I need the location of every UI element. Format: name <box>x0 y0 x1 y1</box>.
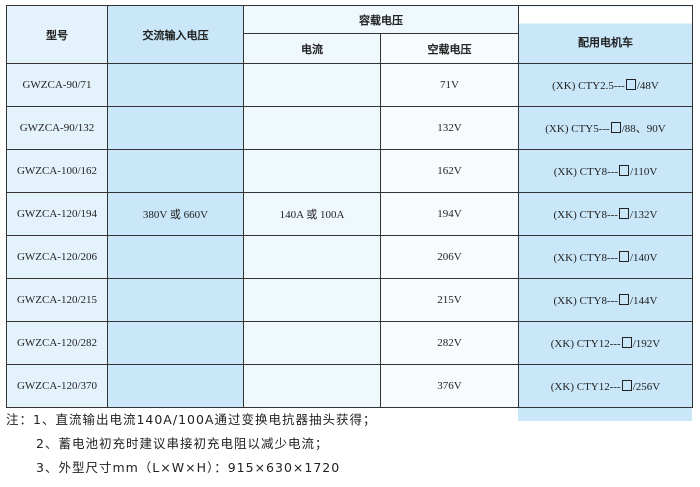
cell-model: GWZCA-120/194 <box>6 192 108 236</box>
vehicle-prefix: (XK) CTY8--- <box>553 294 618 307</box>
cell-ac-input: 380V 或 660V <box>107 192 244 236</box>
vehicle-suffix: /48V <box>636 79 659 92</box>
vehicle-suffix: /256V <box>632 380 661 393</box>
placeholder-box-icon <box>619 164 630 176</box>
cell-vehicle: (XK) CTY12--- /256V <box>518 364 693 408</box>
cell-model: GWZCA-120/370 <box>6 364 108 408</box>
vehicle-suffix: /110V <box>630 165 658 178</box>
cell-model: GWZCA-120/215 <box>6 278 108 322</box>
vehicle-prefix: (XK) CTY8--- <box>553 165 619 178</box>
vehicle-suffix: /192V <box>632 337 661 350</box>
cell-current <box>243 364 381 408</box>
cell-ac-input <box>107 278 244 322</box>
cell-ac-input <box>107 321 244 365</box>
vehicle-suffix: /144V <box>629 294 658 307</box>
cell-ac-input <box>107 149 244 193</box>
placeholder-box-icon <box>625 78 636 90</box>
vehicle-prefix: (XK) CTY8--- <box>553 251 618 264</box>
vehicle-prefix: (XK) CTY8--- <box>553 208 618 221</box>
cell-ac-input <box>107 235 244 279</box>
cell-ac-input <box>107 63 244 107</box>
header-ac-input: 交流输入电压 <box>107 5 244 64</box>
spec-table: 型号 交流输入电压 容载电压 配用电机车 电流 空载电压 GWZCA-90/71… <box>6 5 693 408</box>
cell-no-load-voltage: 376V <box>380 364 519 408</box>
cell-current <box>243 321 381 365</box>
table-row: GWZCA-120/215 215V (XK) CTY8--- /144V <box>6 278 693 322</box>
cell-vehicle: (XK) CTY5--- /88、90V <box>518 106 693 150</box>
cell-current <box>243 149 381 193</box>
cell-model: GWZCA-90/71 <box>6 63 108 107</box>
table-row: GWZCA-90/71 71V (XK) CTY2.5--- /48V <box>6 63 693 107</box>
header-load-voltage: 容载电压 <box>243 5 519 34</box>
cell-current <box>243 278 381 322</box>
cell-no-load-voltage: 206V <box>380 235 519 279</box>
header-model: 型号 <box>6 5 108 64</box>
cell-model: GWZCA-120/282 <box>6 321 108 365</box>
cell-vehicle: (XK) CTY8--- /140V <box>518 235 693 279</box>
vehicle-suffix: /132V <box>629 208 658 221</box>
placeholder-box-icon <box>618 250 629 262</box>
cell-no-load-voltage: 215V <box>380 278 519 322</box>
placeholder-box-icon <box>610 122 621 133</box>
cell-vehicle: (XK) CTY8--- /144V <box>518 278 693 322</box>
cell-current: 140A 或 100A <box>243 192 381 236</box>
table-row: GWZCA-120/370 376V (XK) CTY12--- /256V <box>6 364 693 408</box>
cell-no-load-voltage: 71V <box>380 63 519 107</box>
placeholder-box-icon <box>621 379 632 391</box>
cell-no-load-voltage: 194V <box>380 192 519 236</box>
note-2: 2、蓄电池初充时建议串接初充电阻以减少电流； <box>36 436 329 451</box>
placeholder-box-icon <box>618 293 629 305</box>
cell-model: GWZCA-100/162 <box>6 149 108 193</box>
cell-current <box>243 235 381 279</box>
vehicle-prefix: (XK) CTY12--- <box>550 380 621 393</box>
placeholder-box-icon <box>618 207 629 219</box>
vehicle-suffix: /88、90V <box>621 123 666 135</box>
cell-current <box>243 63 381 107</box>
header-vehicle: 配用电机车 <box>518 5 693 64</box>
note-3: 3、外型尺寸mm（L×W×H）：915×630×1720 <box>36 460 341 475</box>
header-no-load-voltage: 空载电压 <box>380 33 519 64</box>
cell-ac-input <box>107 106 244 150</box>
header-vehicle-label: 配用电机车 <box>578 36 633 49</box>
note-1: 注：1、直流输出电流140A/100A通过变换电抗器抽头获得； <box>6 412 377 427</box>
cell-vehicle: (XK) CTY8--- /110V <box>518 149 693 193</box>
table-row: GWZCA-90/132 132V (XK) CTY5--- /88、90V <box>6 106 693 150</box>
header-current: 电流 <box>243 33 381 64</box>
decorative-blue-strip <box>518 405 692 421</box>
cell-no-load-voltage: 282V <box>380 321 519 365</box>
table-row: GWZCA-120/194 380V 或 660V 140A 或 100A 194V(… <box>6 192 693 236</box>
cell-no-load-voltage: 132V <box>380 106 519 150</box>
cell-model: GWZCA-90/132 <box>6 106 108 150</box>
cell-ac-input <box>107 364 244 408</box>
vehicle-prefix: (XK) CTY5--- <box>545 123 610 135</box>
table-row: GWZCA-120/206 206V (XK) CTY8--- /140V <box>6 235 693 279</box>
placeholder-box-icon <box>621 336 632 348</box>
cell-vehicle: (XK) CTY8--- /132V <box>518 192 693 236</box>
cell-vehicle: (XK) CTY12--- /192V <box>518 321 693 365</box>
cell-no-load-voltage: 162V <box>380 149 519 193</box>
notes: 注：1、直流输出电流140A/100A通过变换电抗器抽头获得； 2、蓄电池初充时… <box>6 408 377 480</box>
cell-current <box>243 106 381 150</box>
vehicle-prefix: (XK) CTY2.5--- <box>552 79 625 92</box>
table-row: GWZCA-100/162 162V (XK) CTY8--- /110V <box>6 149 693 193</box>
cell-vehicle: (XK) CTY2.5--- /48V <box>518 63 693 107</box>
table-row: GWZCA-120/282 282V (XK) CTY12--- /192V <box>6 321 693 365</box>
cell-model: GWZCA-120/206 <box>6 235 108 279</box>
vehicle-prefix: (XK) CTY12--- <box>550 337 621 350</box>
vehicle-suffix: /140V <box>629 251 658 264</box>
